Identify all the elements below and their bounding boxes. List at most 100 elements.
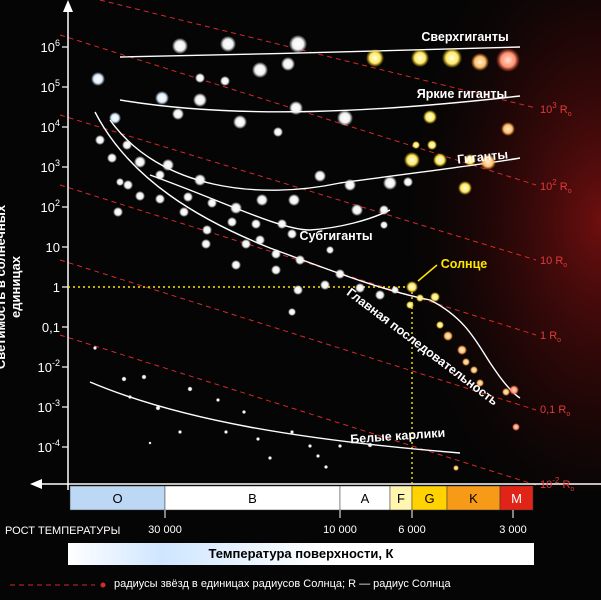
temperature-growth-label: РОСТ ТЕМПЕРАТУРЫ xyxy=(5,525,121,537)
star-dot xyxy=(375,290,385,300)
star-dot xyxy=(423,110,437,124)
star-dot xyxy=(293,285,303,295)
spectral-class-label: A xyxy=(361,491,370,506)
star-dot xyxy=(179,207,189,217)
star-dot xyxy=(273,127,283,137)
star-dot xyxy=(501,122,515,136)
spectral-class-label: M xyxy=(511,491,522,506)
star-dot xyxy=(128,395,132,399)
star-dot xyxy=(271,249,281,259)
star-dot xyxy=(470,366,478,374)
star-dot xyxy=(355,283,365,293)
star-dot xyxy=(116,178,124,186)
star-dot xyxy=(324,465,328,469)
star-dot xyxy=(338,444,342,448)
star-dot xyxy=(406,301,414,309)
y-axis-arrow-icon xyxy=(63,0,73,12)
star-dot xyxy=(268,456,272,460)
star-dot xyxy=(252,62,268,78)
star-dot xyxy=(91,72,105,86)
star-dot xyxy=(172,38,188,54)
sun-pointer xyxy=(417,264,438,282)
star-dot xyxy=(148,441,152,445)
y-tick-label: 0,1 xyxy=(42,320,60,335)
radius-label: 102 Ro xyxy=(540,178,572,195)
star-dot xyxy=(512,423,520,431)
main-sequence-curve xyxy=(94,111,521,399)
star-dot xyxy=(391,286,399,294)
star-dot xyxy=(93,346,97,350)
y-tick-label: 104 xyxy=(41,118,60,135)
star-dot xyxy=(216,398,220,402)
radius-lines xyxy=(59,0,537,486)
spectral-class-o xyxy=(69,485,166,511)
label-subgiants: Субгиганты xyxy=(299,229,372,243)
star-dot xyxy=(287,229,297,239)
star-dot xyxy=(476,379,484,387)
star-dot xyxy=(462,358,470,366)
star-dot xyxy=(453,465,459,471)
star-dot xyxy=(458,181,472,195)
star-dot xyxy=(121,376,127,382)
bright-giants-curve xyxy=(119,95,521,113)
label-giants: Гиганты xyxy=(457,147,509,166)
star-dot xyxy=(295,255,305,265)
star-dot xyxy=(380,221,388,229)
star-dot xyxy=(231,260,241,270)
stars xyxy=(91,35,520,471)
spectral-class-label: G xyxy=(424,491,434,506)
star-dot xyxy=(172,108,184,120)
star-dot xyxy=(155,91,169,105)
spectral-class-b xyxy=(164,485,341,511)
star-dot xyxy=(224,430,228,434)
star-dot xyxy=(227,217,237,227)
star-dot xyxy=(335,269,345,279)
star-dot xyxy=(220,76,230,86)
star-dot xyxy=(430,292,440,302)
star-dot xyxy=(95,135,105,145)
star-dot xyxy=(337,110,353,126)
star-dot xyxy=(207,198,217,208)
star-dot xyxy=(135,191,145,201)
radius-label: 10 Ro xyxy=(540,255,567,269)
star-dot xyxy=(155,170,165,180)
y-tick-label: 10-4 xyxy=(38,438,60,455)
star-dot xyxy=(134,156,146,168)
star-dot xyxy=(344,179,356,191)
star-dot xyxy=(442,48,462,68)
star-dot xyxy=(187,386,193,392)
star-dot xyxy=(251,219,261,229)
star-dot xyxy=(404,152,420,168)
star-dot xyxy=(194,174,206,186)
star-dot xyxy=(107,153,117,163)
star-dot xyxy=(471,53,489,71)
y-tick-label: 103 xyxy=(41,158,60,175)
y-tick-label: 102 xyxy=(41,198,60,215)
x-axis-title: Температура поверхности, К xyxy=(68,543,534,565)
temperature-tick-label: 30 000 xyxy=(148,524,182,536)
radius-labels: 103 Ro 102 Ro 10 Ro 1 Ro 0,1 Ro 10-2 Ro xyxy=(540,101,574,493)
star-dot xyxy=(113,207,123,217)
footnote: радиусы звёзд в единицах радиусов Солнца… xyxy=(114,578,594,590)
label-sun: Солнце xyxy=(441,257,488,271)
spectral-class-a xyxy=(339,485,391,511)
y-tick-label: 10 xyxy=(46,240,60,255)
star-dot xyxy=(496,48,520,72)
y-tick-label: 10-3 xyxy=(38,398,60,415)
x-axis-arrow-icon xyxy=(30,479,42,489)
star-dot xyxy=(403,177,413,187)
y-tick-label: 106 xyxy=(41,38,60,55)
temperature-tick-label: 10 000 xyxy=(323,524,357,536)
star-dot xyxy=(183,192,193,202)
star-dot xyxy=(233,115,247,129)
star-dot xyxy=(277,219,287,229)
star-dot xyxy=(241,239,251,249)
white-dwarfs-curve xyxy=(89,381,461,454)
star-dot xyxy=(290,430,294,434)
star-dot xyxy=(367,442,373,448)
star-dot xyxy=(383,176,397,190)
spectral-class-m xyxy=(499,485,534,511)
